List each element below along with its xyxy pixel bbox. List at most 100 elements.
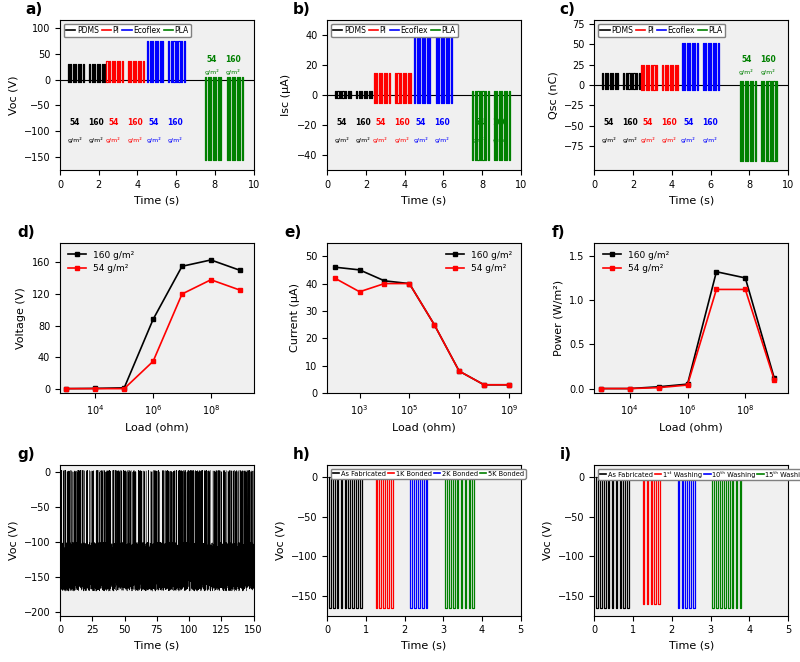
Y-axis label: Current (μA): Current (μA)	[290, 283, 299, 352]
160 g/m²	[596, 385, 606, 393]
Text: 160: 160	[702, 118, 718, 127]
Text: g/m²: g/m²	[739, 69, 754, 75]
54 g/m²	[479, 381, 489, 389]
160 g/m²	[625, 385, 634, 393]
X-axis label: Time (s): Time (s)	[402, 641, 446, 651]
54 g/m²	[90, 385, 100, 393]
Legend: As Fabricated, 1K Bonded, 2K Bonded, 5K Bonded: As Fabricated, 1K Bonded, 2K Bonded, 5K …	[330, 469, 526, 479]
Text: 160: 160	[126, 118, 142, 127]
X-axis label: Load (ohm): Load (ohm)	[659, 422, 723, 432]
160 g/m²	[770, 374, 779, 382]
Text: 54: 54	[375, 118, 386, 127]
160 g/m²	[380, 277, 390, 285]
Text: g/m²: g/m²	[67, 137, 82, 143]
Legend: 160 g/m², 54 g/m²: 160 g/m², 54 g/m²	[442, 247, 516, 277]
Text: 160: 160	[355, 118, 371, 127]
54 g/m²	[206, 276, 216, 284]
160 g/m²	[479, 381, 489, 389]
160 g/m²	[454, 367, 464, 375]
54 g/m²	[354, 288, 364, 296]
Text: g/m²: g/m²	[681, 137, 696, 143]
Text: g/m²: g/m²	[493, 137, 508, 143]
160 g/m²	[741, 274, 750, 282]
Text: a): a)	[25, 2, 42, 17]
X-axis label: Time (s): Time (s)	[134, 641, 179, 651]
Text: g/m²: g/m²	[334, 137, 349, 143]
54 g/m²	[712, 285, 722, 293]
Line: 54 g/m²: 54 g/m²	[332, 275, 511, 387]
160 g/m²	[682, 380, 692, 388]
Y-axis label: Power (W/m²): Power (W/m²)	[554, 280, 564, 355]
Text: b): b)	[292, 2, 310, 17]
54 g/m²	[330, 274, 339, 282]
Legend: 160 g/m², 54 g/m²: 160 g/m², 54 g/m²	[65, 247, 138, 277]
160 g/m²	[654, 383, 663, 391]
X-axis label: Load (ohm): Load (ohm)	[392, 422, 456, 432]
54 g/m²	[596, 385, 606, 393]
Y-axis label: Qsc (nC): Qsc (nC)	[549, 71, 558, 119]
160 g/m²	[712, 267, 722, 275]
X-axis label: Time (s): Time (s)	[669, 641, 714, 651]
Y-axis label: Voc (V): Voc (V)	[8, 521, 18, 560]
54 g/m²	[654, 384, 663, 392]
Text: h): h)	[292, 448, 310, 462]
54 g/m²	[625, 385, 634, 393]
Text: g/m²: g/m²	[602, 137, 616, 143]
54 g/m²	[430, 320, 439, 328]
160 g/m²	[62, 385, 71, 393]
Text: 160: 160	[226, 55, 241, 64]
Legend: As Fabricated, 1ˢᵗ Washing, 10ᵗʰ Washing, 15ᵗʰ Washing: As Fabricated, 1ˢᵗ Washing, 10ᵗʰ Washing…	[598, 469, 800, 479]
Text: g/m²: g/m²	[662, 137, 676, 143]
54 g/m²	[405, 279, 414, 287]
54 g/m²	[741, 285, 750, 293]
Text: g/m²: g/m²	[146, 137, 162, 143]
Text: g/m²: g/m²	[640, 137, 655, 143]
Text: g/m²: g/m²	[226, 69, 241, 75]
Text: g/m²: g/m²	[623, 137, 638, 143]
Text: 160: 160	[394, 118, 410, 127]
Text: g/m²: g/m²	[435, 137, 450, 143]
Y-axis label: Voc (V): Voc (V)	[542, 521, 553, 560]
Legend: PDMS, PI, Ecoflex, PLA: PDMS, PI, Ecoflex, PLA	[64, 24, 191, 37]
Text: 54: 54	[474, 118, 484, 127]
160 g/m²	[148, 315, 158, 323]
Text: f): f)	[552, 224, 566, 240]
Line: 160 g/m²: 160 g/m²	[64, 258, 242, 391]
Text: 54: 54	[337, 118, 347, 127]
Text: 160: 160	[760, 55, 775, 64]
54 g/m²	[682, 381, 692, 389]
54 g/m²	[62, 385, 71, 393]
X-axis label: Time (s): Time (s)	[402, 195, 446, 206]
Text: 160: 160	[434, 118, 450, 127]
Text: g/m²: g/m²	[205, 69, 219, 75]
54 g/m²	[235, 286, 245, 294]
Text: g/m²: g/m²	[472, 137, 486, 143]
Y-axis label: Voc (V): Voc (V)	[275, 521, 286, 560]
54 g/m²	[178, 290, 187, 298]
Text: e): e)	[285, 224, 302, 240]
Legend: PDMS, PI, Ecoflex, PLA: PDMS, PI, Ecoflex, PLA	[598, 24, 726, 37]
Text: 160: 160	[167, 118, 183, 127]
Text: g/m²: g/m²	[356, 137, 370, 143]
160 g/m²	[90, 385, 100, 393]
Legend: PDMS, PI, Ecoflex, PLA: PDMS, PI, Ecoflex, PLA	[331, 24, 458, 37]
Text: 54: 54	[741, 55, 751, 64]
Text: g/m²: g/m²	[89, 137, 103, 143]
54 g/m²	[454, 367, 464, 375]
54 g/m²	[148, 357, 158, 365]
160 g/m²	[119, 384, 129, 392]
Text: 54: 54	[108, 118, 118, 127]
160 g/m²	[430, 320, 439, 328]
X-axis label: Time (s): Time (s)	[134, 195, 179, 206]
Text: c): c)	[559, 2, 575, 17]
160 g/m²	[178, 262, 187, 270]
X-axis label: Time (s): Time (s)	[669, 195, 714, 206]
54 g/m²	[380, 279, 390, 287]
Text: 54: 54	[207, 55, 217, 64]
160 g/m²	[206, 256, 216, 264]
Line: 54 g/m²: 54 g/m²	[64, 277, 242, 391]
160 g/m²	[235, 266, 245, 274]
Text: 160: 160	[88, 118, 104, 127]
Line: 160 g/m²: 160 g/m²	[598, 269, 777, 391]
Text: g/m²: g/m²	[168, 137, 182, 143]
